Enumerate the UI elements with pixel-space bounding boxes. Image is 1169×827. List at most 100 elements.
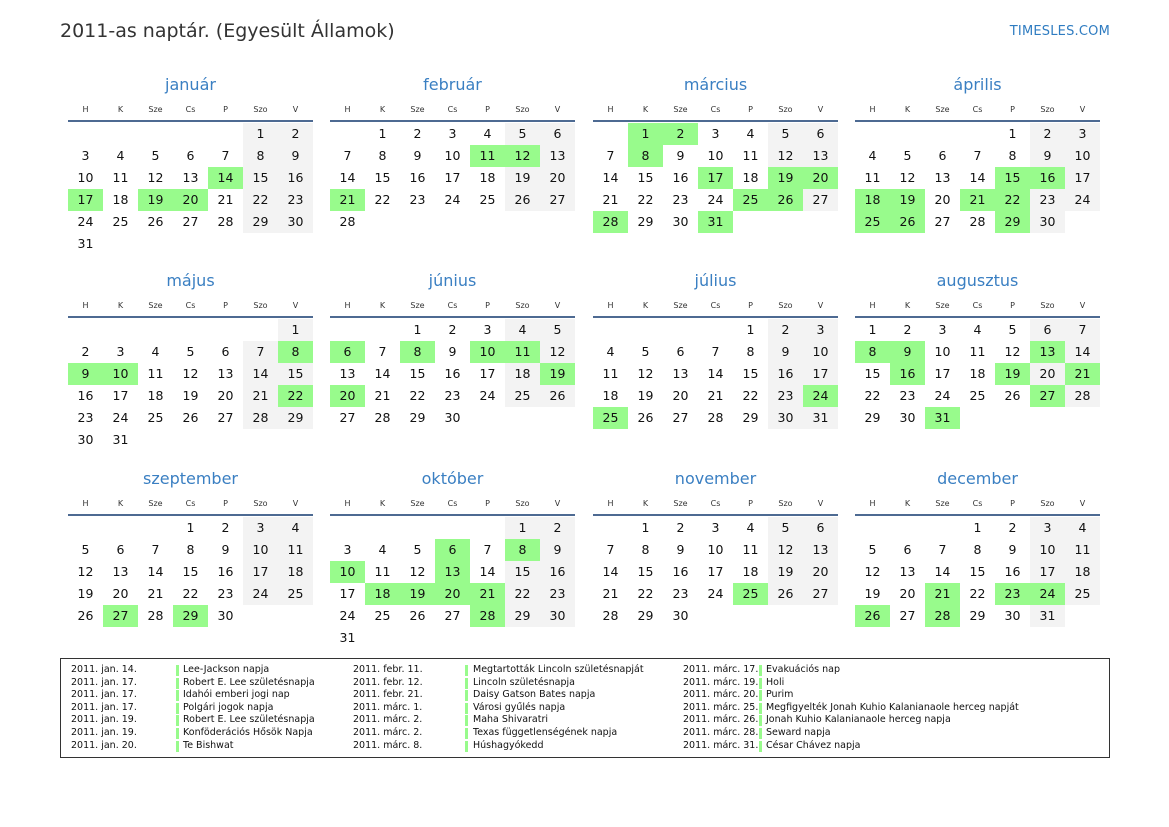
day-cell[interactable]: 19 (768, 561, 803, 583)
day-cell[interactable]: 15 (864, 366, 881, 381)
day-cell[interactable]: 16 (278, 167, 313, 189)
day-cell[interactable]: 17 (479, 366, 496, 381)
day-cell[interactable]: 27 (339, 410, 356, 425)
day-cell[interactable]: 23 (540, 583, 575, 605)
day-cell[interactable]: 9 (890, 341, 925, 363)
day-cell[interactable]: 21 (470, 583, 505, 605)
day-cell[interactable]: 16 (672, 170, 689, 185)
day-cell[interactable]: 16 (77, 388, 94, 403)
day-cell[interactable]: 1 (868, 322, 877, 337)
day-cell[interactable]: 4 (378, 542, 387, 557)
day-cell[interactable]: 7 (938, 542, 947, 557)
day-cell[interactable]: 4 (746, 126, 755, 141)
day-cell[interactable]: 24 (479, 388, 496, 403)
day-cell[interactable]: 28 (1065, 385, 1100, 407)
day-cell[interactable]: 27 (803, 583, 838, 605)
day-cell[interactable]: 1 (413, 322, 422, 337)
day-cell[interactable]: 28 (339, 214, 356, 229)
day-cell[interactable]: 23 (672, 586, 689, 601)
day-cell[interactable]: 17 (1065, 167, 1100, 189)
day-cell[interactable]: 26 (855, 605, 890, 627)
day-cell[interactable]: 3 (483, 322, 492, 337)
day-cell[interactable]: 6 (330, 341, 365, 363)
day-cell[interactable]: 23 (217, 586, 234, 601)
day-cell[interactable]: 27 (899, 608, 916, 623)
day-cell[interactable]: 2 (903, 322, 912, 337)
day-cell[interactable]: 14 (208, 167, 243, 189)
day-cell[interactable]: 30 (77, 432, 94, 447)
day-cell[interactable]: 14 (147, 564, 164, 579)
day-cell[interactable]: 27 (803, 189, 838, 211)
day-cell[interactable]: 6 (116, 542, 125, 557)
day-cell[interactable]: 22 (969, 586, 986, 601)
day-cell[interactable]: 12 (1004, 344, 1021, 359)
day-cell[interactable]: 27 (217, 410, 234, 425)
day-cell[interactable]: 7 (378, 344, 387, 359)
day-cell[interactable]: 4 (505, 319, 540, 341)
day-cell[interactable]: 29 (505, 605, 540, 627)
day-cell[interactable]: 3 (448, 126, 457, 141)
day-cell[interactable]: 19 (995, 363, 1030, 385)
day-cell[interactable]: 9 (221, 542, 230, 557)
day-cell[interactable]: 21 (243, 385, 278, 407)
day-cell[interactable]: 18 (147, 388, 164, 403)
day-cell[interactable]: 20 (435, 583, 470, 605)
day-cell[interactable]: 16 (768, 363, 803, 385)
day-cell[interactable]: 29 (864, 410, 881, 425)
day-cell[interactable]: 24 (803, 385, 838, 407)
day-cell[interactable]: 16 (217, 564, 234, 579)
day-cell[interactable]: 16 (890, 363, 925, 385)
day-cell[interactable]: 3 (243, 517, 278, 539)
day-cell[interactable]: 19 (138, 189, 173, 211)
day-cell[interactable]: 14 (602, 564, 619, 579)
day-cell[interactable]: 18 (479, 170, 496, 185)
day-cell[interactable]: 10 (330, 561, 365, 583)
day-cell[interactable]: 15 (969, 564, 986, 579)
day-cell[interactable]: 16 (672, 564, 689, 579)
day-cell[interactable]: 14 (243, 363, 278, 385)
day-cell[interactable]: 16 (540, 561, 575, 583)
day-cell[interactable]: 5 (186, 344, 195, 359)
day-cell[interactable]: 14 (707, 366, 724, 381)
day-cell[interactable]: 19 (864, 586, 881, 601)
day-cell[interactable]: 20 (112, 586, 129, 601)
day-cell[interactable]: 13 (540, 145, 575, 167)
day-cell[interactable]: 23 (768, 385, 803, 407)
day-cell[interactable]: 8 (1008, 148, 1017, 163)
day-cell[interactable]: 5 (768, 123, 803, 145)
day-cell[interactable]: 7 (243, 341, 278, 363)
day-cell[interactable]: 9 (1030, 145, 1065, 167)
day-cell[interactable]: 2 (278, 123, 313, 145)
day-cell[interactable]: 28 (593, 211, 628, 233)
day-cell[interactable]: 7 (151, 542, 160, 557)
day-cell[interactable]: 12 (409, 564, 426, 579)
day-cell[interactable]: 31 (112, 432, 129, 447)
day-cell[interactable]: 31 (698, 211, 733, 233)
day-cell[interactable]: 2 (221, 520, 230, 535)
day-cell[interactable]: 29 (742, 410, 759, 425)
day-cell[interactable]: 31 (77, 236, 94, 251)
day-cell[interactable]: 23 (409, 192, 426, 207)
day-cell[interactable]: 3 (711, 520, 720, 535)
day-cell[interactable]: 30 (768, 407, 803, 429)
day-cell[interactable]: 24 (1065, 189, 1100, 211)
day-cell[interactable]: 6 (186, 148, 195, 163)
day-cell[interactable]: 9 (676, 148, 685, 163)
day-cell[interactable]: 5 (413, 542, 422, 557)
day-cell[interactable]: 27 (1030, 385, 1065, 407)
day-cell[interactable]: 23 (672, 192, 689, 207)
day-cell[interactable]: 24 (444, 192, 461, 207)
day-cell[interactable]: 8 (746, 344, 755, 359)
day-cell[interactable]: 25 (593, 407, 628, 429)
day-cell[interactable]: 17 (243, 561, 278, 583)
day-cell[interactable]: 6 (938, 148, 947, 163)
day-cell[interactable]: 12 (505, 145, 540, 167)
day-cell[interactable]: 12 (637, 366, 654, 381)
day-cell[interactable]: 29 (969, 608, 986, 623)
day-cell[interactable]: 24 (707, 586, 724, 601)
day-cell[interactable]: 10 (707, 148, 724, 163)
day-cell[interactable]: 17 (803, 363, 838, 385)
day-cell[interactable]: 11 (742, 148, 759, 163)
day-cell[interactable]: 5 (540, 319, 575, 341)
day-cell[interactable]: 18 (505, 363, 540, 385)
